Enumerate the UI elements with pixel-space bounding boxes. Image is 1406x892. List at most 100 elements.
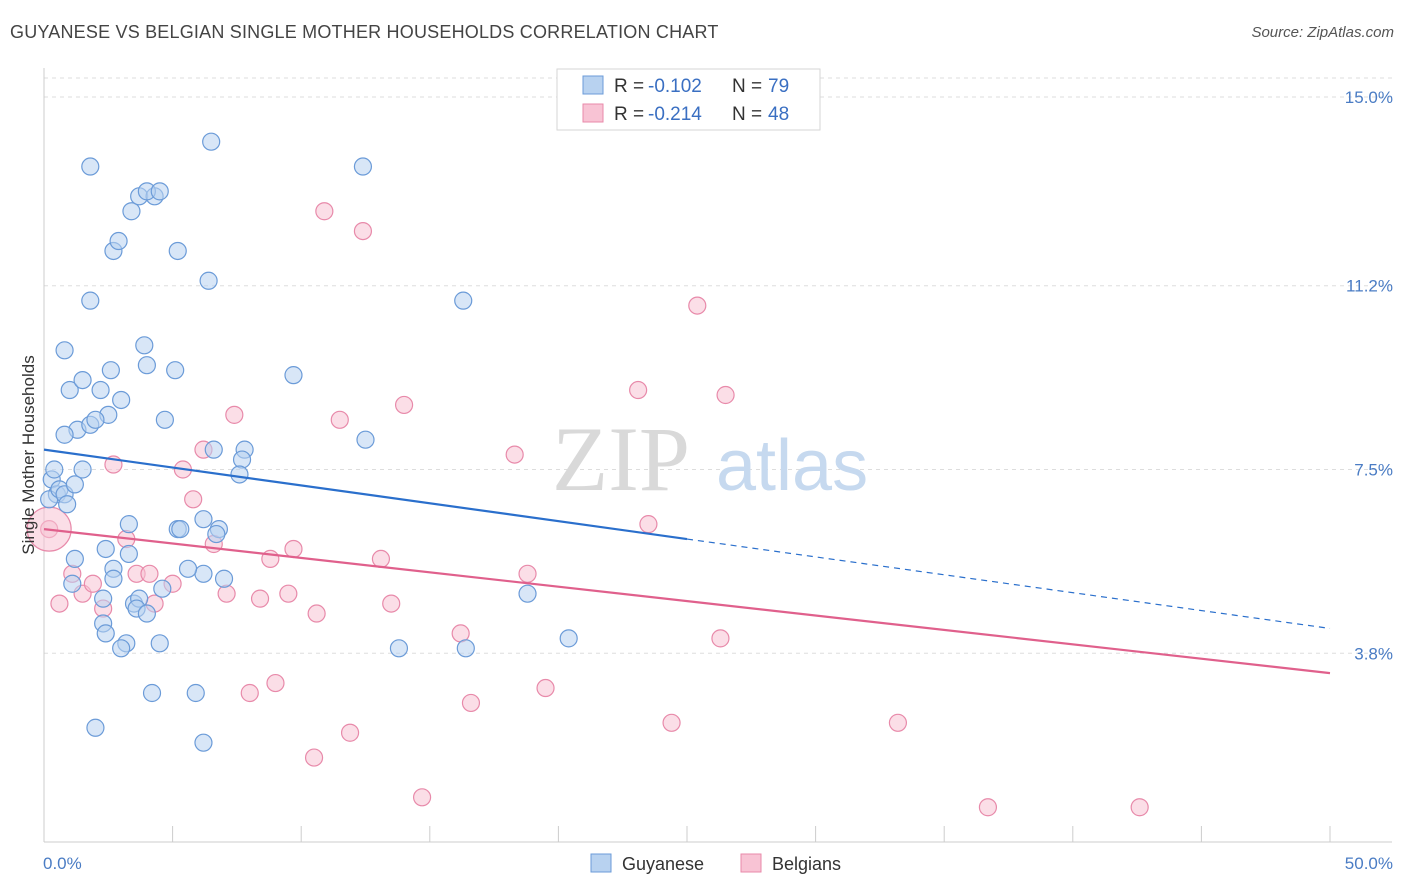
belgians-trend-line xyxy=(43,528,1331,675)
belgians-point-47 xyxy=(1130,798,1149,817)
guyanese-point-76 xyxy=(194,733,213,752)
guyanese-point-69 xyxy=(389,639,409,658)
guyanese-point-18 xyxy=(137,356,156,375)
guyanese-point-17 xyxy=(101,361,120,380)
y-tick-label-0: 3.8% xyxy=(1354,644,1393,663)
bottom-legend-swatch-belgians xyxy=(740,853,762,873)
belgians-point-26 xyxy=(371,549,391,569)
guyanese-point-6 xyxy=(65,475,84,494)
guyanese-trend-extension xyxy=(686,538,1331,630)
y-tick-label-2: 11.2% xyxy=(1346,277,1393,296)
guyanese-point-14 xyxy=(60,380,79,400)
guyanese-point-72 xyxy=(518,584,537,603)
guyanese-point-75 xyxy=(86,718,105,737)
belgians-point-33 xyxy=(412,788,432,807)
belgians-point-25 xyxy=(340,723,360,742)
watermark-atlas: atlas xyxy=(716,426,868,506)
guyanese-point-24 xyxy=(199,271,218,290)
guyanese-point-70 xyxy=(456,639,475,658)
guyanese-point-22 xyxy=(284,366,303,385)
belgians-point-24 xyxy=(353,222,373,241)
legend-n-value-1: 48 xyxy=(768,104,789,125)
guyanese-trend-line xyxy=(43,448,688,541)
guyanese-point-60 xyxy=(94,589,113,608)
guyanese-point-7 xyxy=(58,495,77,514)
top-legend: R = -0.102 N = 79 R = -0.214 N = 48 xyxy=(556,68,821,131)
guyanese-point-26 xyxy=(168,241,187,261)
guyanese-point-4 xyxy=(45,460,64,479)
legend-n-label-1: N = xyxy=(732,104,762,125)
guyanese-point-27 xyxy=(109,231,128,251)
belgians-point-38 xyxy=(536,678,555,698)
belgians-point-39 xyxy=(639,515,658,534)
bottom-legend-swatch-guyanese xyxy=(590,853,612,873)
bottom-legend-label-guyanese: Guyanese xyxy=(622,854,704,874)
belgians-point-13 xyxy=(184,490,203,509)
legend-r-value-1: -0.214 xyxy=(648,104,702,125)
x-tick-label-1: 50.0% xyxy=(1345,854,1393,873)
legend-r-label-1: R = xyxy=(614,104,644,125)
guyanese-point-68 xyxy=(112,639,131,658)
belgians-point-46 xyxy=(978,798,998,817)
source-label: Source: ZipAtlas.com xyxy=(1251,24,1394,41)
belgians-point-45 xyxy=(888,713,908,732)
belgians-point-22 xyxy=(307,604,326,623)
legend-n-label-0: N = xyxy=(732,76,762,97)
guyanese-point-20 xyxy=(55,341,74,360)
guyanese-point-65 xyxy=(96,624,115,643)
belgians-point-21 xyxy=(284,539,303,559)
guyanese-point-48 xyxy=(207,524,226,544)
guyanese-point-37 xyxy=(155,410,174,429)
guyanese-point-34 xyxy=(202,132,221,151)
trend-lines xyxy=(43,448,1331,675)
belgians-point-17 xyxy=(225,405,244,424)
guyanese-point-47 xyxy=(119,515,138,534)
legend-n-value-0: 79 xyxy=(768,76,789,97)
guyanese-point-12 xyxy=(86,410,105,429)
legend-r-value-0: -0.102 xyxy=(648,76,702,97)
belgians-point-36 xyxy=(505,445,524,464)
guyanese-point-46 xyxy=(171,519,190,539)
guyanese-points xyxy=(40,132,578,752)
belgians-point-44 xyxy=(716,385,735,405)
guyanese-point-54 xyxy=(178,559,198,578)
y-tick-label-3: 15.0% xyxy=(1345,88,1393,107)
guyanese-point-15 xyxy=(91,380,110,400)
belgians-point-28 xyxy=(394,395,414,415)
guyanese-point-23 xyxy=(81,291,100,310)
belgians-point-20 xyxy=(279,584,298,603)
guyanese-point-67 xyxy=(150,634,169,653)
grid-lines xyxy=(44,77,1392,654)
guyanese-point-35 xyxy=(353,157,373,176)
guyanese-point-73 xyxy=(142,683,162,703)
guyanese-point-28 xyxy=(122,202,141,221)
belgians-point-30 xyxy=(240,683,259,703)
guyanese-point-33 xyxy=(81,157,100,176)
belgians-point-43 xyxy=(711,629,730,648)
guyanese-point-58 xyxy=(153,579,172,598)
watermark-zip: ZIP xyxy=(552,408,690,510)
guyanese-point-53 xyxy=(194,564,213,583)
belgians-point-32 xyxy=(304,748,324,767)
guyanese-point-71 xyxy=(559,629,578,648)
belgians-points xyxy=(26,202,1149,817)
guyanese-point-36 xyxy=(454,291,473,310)
belgians-point-37 xyxy=(518,564,537,583)
legend-swatch-guyanese xyxy=(582,75,604,95)
belgians-point-40 xyxy=(629,380,648,400)
guyanese-point-19 xyxy=(166,361,185,380)
belgians-point-42 xyxy=(688,296,707,315)
legend-swatch-belgians xyxy=(582,103,604,123)
guyanese-point-8 xyxy=(73,460,92,479)
guyanese-point-50 xyxy=(119,544,138,564)
guyanese-point-21 xyxy=(135,336,154,355)
belgians-point-18 xyxy=(250,589,270,608)
legend-r-label-0: R = xyxy=(614,76,644,97)
axes xyxy=(43,68,1392,843)
belgians-point-31 xyxy=(266,673,285,693)
guyanese-point-16 xyxy=(73,371,92,390)
guyanese-point-57 xyxy=(63,574,82,593)
belgians-point-9 xyxy=(140,564,159,583)
bottom-legend: Guyanese Belgians xyxy=(590,853,841,874)
y-tick-label-1: 7.5% xyxy=(1354,461,1393,480)
